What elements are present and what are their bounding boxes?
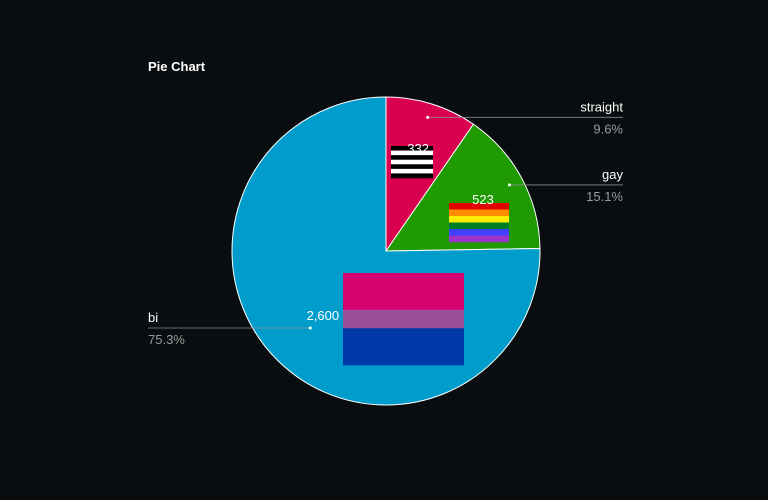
value-label-bi: 2,600 <box>307 308 340 323</box>
flag-stripe <box>343 328 464 366</box>
value-label-straight: 332 <box>407 141 429 156</box>
flag-stripe <box>391 164 433 170</box>
percent-label-gay: 15.1% <box>586 189 623 204</box>
category-label-straight: straight <box>580 99 623 114</box>
leader-dot-bi <box>308 326 312 330</box>
flag-stripe <box>391 150 433 156</box>
value-label-gay: 523 <box>472 192 494 207</box>
flag-stripe <box>391 159 433 165</box>
percent-label-straight: 9.6% <box>593 121 623 136</box>
category-label-gay: gay <box>602 167 623 182</box>
flag-stripe <box>391 173 433 179</box>
flag-stripe <box>391 155 433 161</box>
category-label-bi: bi <box>148 310 158 325</box>
bi-flag-icon <box>343 273 464 366</box>
flag-stripe <box>449 209 509 217</box>
percent-label-bi: 75.3% <box>148 332 185 347</box>
leader-dot-straight <box>426 115 430 119</box>
flag-stripe <box>449 229 509 236</box>
straight-flag-icon <box>391 146 433 179</box>
flag-stripe <box>391 146 433 151</box>
leader-dot-gay <box>507 183 511 187</box>
flag-stripe <box>449 203 509 210</box>
chart-title: Pie Chart <box>148 59 206 74</box>
flag-stripe <box>343 273 464 311</box>
flag-stripe <box>391 168 433 174</box>
rainbow-flag-icon <box>449 203 509 243</box>
flag-stripe <box>449 216 509 223</box>
flag-stripe <box>449 235 509 243</box>
flag-stripe <box>343 309 464 329</box>
flag-stripe <box>449 222 509 230</box>
